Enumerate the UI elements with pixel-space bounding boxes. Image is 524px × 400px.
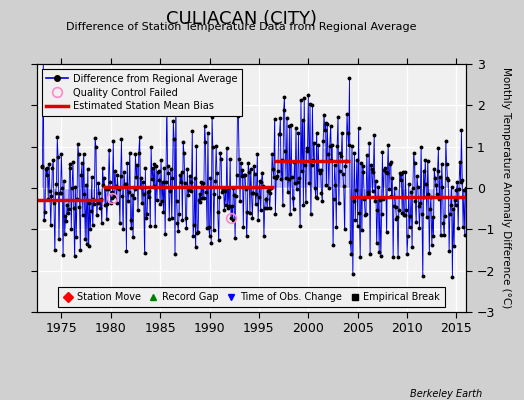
Text: Berkeley Earth: Berkeley Earth (410, 389, 482, 399)
Text: Difference of Station Temperature Data from Regional Average: Difference of Station Temperature Data f… (66, 22, 416, 32)
Legend: Station Move, Record Gap, Time of Obs. Change, Empirical Break: Station Move, Record Gap, Time of Obs. C… (58, 288, 445, 307)
Y-axis label: Monthly Temperature Anomaly Difference (°C): Monthly Temperature Anomaly Difference (… (501, 67, 511, 309)
Text: CULIACAN (CITY): CULIACAN (CITY) (166, 10, 316, 28)
